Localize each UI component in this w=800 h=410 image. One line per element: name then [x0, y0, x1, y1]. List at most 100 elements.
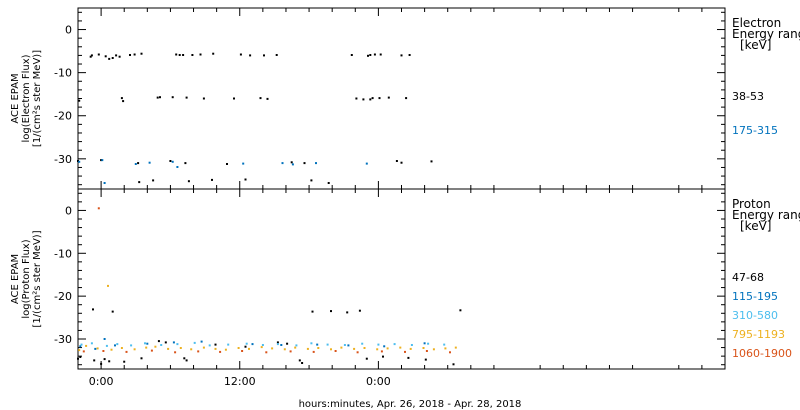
data-point — [281, 162, 284, 165]
data-point — [96, 347, 99, 350]
data-point — [169, 160, 172, 162]
legend-title-electron: Energy range — [732, 27, 800, 41]
data-point — [312, 350, 315, 353]
data-point — [193, 341, 196, 344]
data-point — [317, 347, 320, 349]
legend-entry-proton: 310-580 — [732, 309, 778, 322]
data-point — [343, 344, 346, 346]
data-point — [103, 358, 106, 361]
x-tick-label: 0:00 — [366, 375, 391, 388]
data-point — [97, 53, 100, 56]
data-point — [443, 343, 446, 346]
data-point — [301, 362, 304, 364]
data-point — [369, 54, 372, 56]
data-point — [275, 54, 278, 56]
data-point — [114, 344, 116, 347]
legend-title-electron: [keV] — [740, 38, 771, 52]
data-point — [182, 54, 185, 56]
data-point — [377, 343, 380, 346]
data-point — [100, 159, 103, 162]
data-point — [156, 96, 159, 99]
data-point — [214, 343, 217, 346]
y-axis-label-electron: ACE EPAMlog(Electron Flux)[1/(cm²s ster … — [10, 50, 43, 147]
y-tick-label: -30 — [54, 153, 72, 166]
data-point — [191, 54, 194, 56]
data-point — [115, 54, 118, 57]
data-point — [174, 351, 177, 354]
data-point — [365, 162, 368, 165]
data-point — [212, 52, 215, 55]
data-point — [78, 160, 81, 163]
data-point — [233, 97, 235, 100]
data-point — [97, 207, 100, 210]
y-tick-label: -10 — [54, 67, 72, 80]
data-point — [137, 162, 140, 165]
data-point — [145, 346, 148, 349]
data-point — [134, 163, 137, 165]
data-point — [105, 344, 108, 347]
legend-title-proton: [keV] — [740, 219, 771, 233]
data-point — [291, 163, 294, 166]
y-axis-label-line: ACE EPAM — [10, 73, 21, 123]
legend-title-proton: Energy range — [732, 208, 800, 222]
y-tick-label: -20 — [54, 110, 72, 123]
series-proton-310-580 — [80, 341, 446, 347]
data-point — [122, 100, 125, 103]
data-point — [79, 345, 82, 348]
data-point — [353, 347, 356, 350]
panel-proton: 0 -10 -20 -30 ACE EPAMlog(Proton Flux)[1/(cm… — [10, 188, 800, 370]
data-point — [154, 345, 157, 348]
y-tick-label: -20 — [54, 290, 72, 303]
data-point — [346, 311, 349, 314]
data-point — [208, 344, 211, 347]
y-tick-label: -30 — [54, 333, 72, 346]
data-point — [94, 347, 97, 350]
data-point — [197, 350, 200, 353]
data-point — [148, 161, 151, 164]
y-axis-label-line: log(Electron Flux) — [21, 54, 32, 142]
data-point — [202, 346, 205, 349]
data-point — [90, 54, 93, 57]
data-point — [179, 347, 182, 349]
series-electron-175-315 — [78, 159, 368, 184]
data-point — [350, 54, 353, 56]
data-point — [399, 346, 402, 349]
data-point — [261, 344, 264, 346]
data-point — [424, 358, 427, 361]
y-axis-label-line: log(Proton Flux) — [21, 239, 32, 318]
data-point — [103, 338, 106, 340]
data-point — [407, 356, 410, 359]
data-point — [259, 97, 262, 100]
data-point — [77, 160, 79, 162]
data-point — [449, 351, 451, 354]
data-point — [404, 350, 406, 353]
series-proton-1060-1900 — [82, 207, 451, 354]
data-point — [100, 362, 103, 365]
data-point — [90, 342, 93, 345]
data-point — [260, 346, 263, 349]
data-point — [175, 53, 178, 56]
data-point — [356, 351, 359, 354]
data-point — [298, 359, 301, 362]
data-point — [276, 343, 279, 346]
data-point — [133, 53, 136, 56]
data-point — [219, 350, 222, 353]
series-proton-795-1193 — [78, 284, 457, 352]
data-point — [363, 347, 366, 349]
data-point — [110, 348, 113, 351]
data-point — [263, 54, 265, 57]
x-axis-label: hours:minutes, Apr. 26, 2018 - Apr. 28, … — [299, 399, 522, 410]
data-point — [144, 342, 146, 345]
data-point — [410, 344, 413, 346]
legend-entry-electron: 175-315 — [732, 124, 778, 137]
data-point — [265, 351, 268, 354]
data-point — [224, 348, 227, 351]
data-point — [303, 162, 306, 165]
data-point — [185, 96, 188, 99]
data-point — [283, 348, 286, 351]
data-point — [242, 162, 245, 165]
data-point — [425, 350, 428, 352]
data-point — [248, 347, 250, 350]
data-point — [271, 347, 274, 350]
